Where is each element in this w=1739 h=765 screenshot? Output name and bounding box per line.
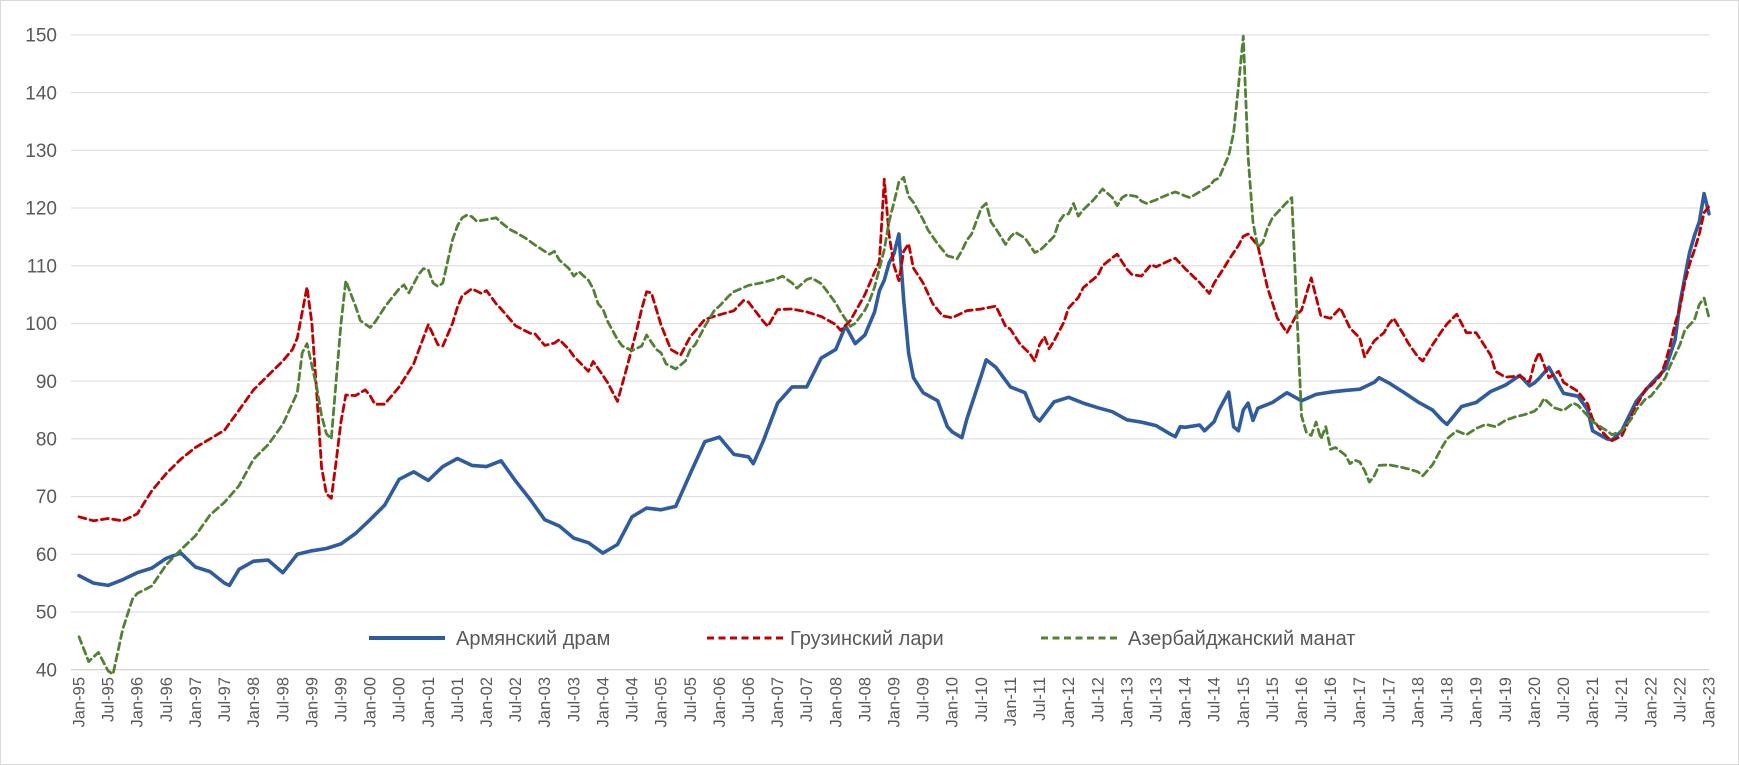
x-axis-label-Jan-11: Jan-11: [1002, 677, 1020, 726]
x-axis-label-Jan-98: Jan-98: [245, 677, 263, 727]
x-axis-label-Jan-20: Jan-20: [1526, 677, 1544, 727]
series-lines: [77, 34, 1711, 676]
x-axis-label-Jul-13: Jul-13: [1147, 677, 1165, 722]
x-axis-label-Jul-04: Jul-04: [624, 677, 642, 722]
x-axis-label-Jul-14: Jul-14: [1206, 677, 1224, 722]
y-axis-label-70: 70: [36, 487, 57, 508]
x-axis-label-Jan-02: Jan-02: [478, 677, 496, 727]
x-axis-label-Jan-22: Jan-22: [1642, 677, 1660, 727]
x-axis-label-Jan-23: Jan-23: [1701, 677, 1719, 727]
x-axis-label-Jan-07: Jan-07: [769, 677, 787, 727]
legend-label-azerbaijani-manat: Азербайджанский манат: [1128, 628, 1355, 650]
legend-item-armenian-dram: Армянский драм: [369, 628, 610, 650]
x-axis-label-Jul-16: Jul-16: [1322, 677, 1340, 722]
x-axis-label-Jan-18: Jan-18: [1409, 677, 1427, 727]
x-axis-label-Jul-01: Jul-01: [449, 677, 467, 722]
x-axis-label-Jul-99: Jul-99: [332, 677, 350, 722]
x-axis-label-Jan-13: Jan-13: [1118, 677, 1136, 727]
x-axis-label-Jul-12: Jul-12: [1089, 677, 1107, 722]
x-axis-label-Jul-95: Jul-95: [100, 677, 118, 722]
x-axis-label-Jan-04: Jan-04: [594, 677, 612, 727]
x-axis-label-Jan-10: Jan-10: [944, 677, 962, 727]
series-line-armenian-dram: [77, 191, 1711, 588]
x-axis-label-Jan-96: Jan-96: [129, 677, 147, 727]
x-axis-label-Jul-07: Jul-07: [798, 677, 816, 722]
y-axis-label-60: 60: [36, 545, 57, 566]
y-axis-label-100: 100: [25, 314, 57, 335]
y-axis-label-150: 150: [25, 26, 57, 47]
x-axis-label-Jan-00: Jan-00: [362, 677, 380, 727]
x-axis-label-Jan-03: Jan-03: [536, 677, 554, 727]
x-axis-label-Jul-09: Jul-09: [915, 677, 933, 722]
x-axis-label-Jan-99: Jan-99: [303, 677, 321, 727]
x-axis-label-Jul-02: Jul-02: [507, 677, 525, 722]
y-axis-label-120: 120: [25, 199, 57, 220]
x-axis-label-Jan-17: Jan-17: [1351, 677, 1369, 727]
x-axis-label-Jan-14: Jan-14: [1177, 677, 1195, 727]
y-axis: 40 50 60 70 80 90 100 110 120 130 140 150: [25, 26, 57, 682]
x-axis-label-Jan-06: Jan-06: [711, 677, 729, 727]
x-axis-label-Jan-12: Jan-12: [1060, 677, 1078, 727]
x-axis-label-Jul-03: Jul-03: [565, 677, 583, 722]
series-line-azerbaijani-manat: [77, 34, 1711, 676]
x-axis-label-Jul-05: Jul-05: [682, 677, 700, 722]
y-axis-label-110: 110: [27, 256, 57, 277]
x-axis-label-Jan-15: Jan-15: [1235, 677, 1253, 727]
x-axis-label-Jul-06: Jul-06: [740, 677, 758, 722]
x-axis-label-Jan-97: Jan-97: [187, 677, 205, 727]
x-axis-label-Jan-21: Jan-21: [1584, 677, 1602, 727]
x-axis-label-Jan-09: Jan-09: [886, 677, 904, 727]
series-line-georgian-lari: [77, 177, 1711, 523]
x-axis-label-Jul-98: Jul-98: [274, 677, 292, 722]
x-axis-label-Jan-19: Jan-19: [1468, 677, 1486, 727]
x-axis-label-Jul-22: Jul-22: [1671, 677, 1689, 722]
x-axis: Jan-95 Jul-95 Jan-96 Jul-96 Jan-97 Jul-97 Jan-…: [71, 677, 1719, 727]
x-axis-label-Jul-00: Jul-00: [391, 677, 409, 722]
y-axis-label-40: 40: [36, 660, 57, 681]
legend: Армянский драм Грузинский лари Азербайдж…: [369, 628, 1355, 650]
x-axis-label-Jan-16: Jan-16: [1293, 677, 1311, 727]
legend-label-armenian-dram: Армянский драм: [456, 628, 610, 650]
y-axis-label-50: 50: [36, 603, 57, 624]
x-axis-label-Jan-95: Jan-95: [71, 677, 89, 727]
y-axis-label-140: 140: [25, 83, 57, 104]
x-axis-label-Jul-97: Jul-97: [216, 677, 234, 722]
x-axis-label-Jul-11: Jul-11: [1031, 677, 1049, 721]
x-axis-label-Jul-21: Jul-21: [1613, 677, 1631, 722]
x-axis-label-Jul-10: Jul-10: [973, 677, 991, 722]
legend-item-georgian-lari: Грузинский лари: [707, 628, 944, 650]
x-axis-label-Jul-19: Jul-19: [1497, 677, 1515, 722]
gridlines: [71, 34, 1709, 671]
x-axis-label-Jul-08: Jul-08: [856, 677, 874, 722]
y-axis-label-90: 90: [36, 372, 57, 393]
legend-label-georgian-lari: Грузинский лари: [790, 628, 944, 650]
x-axis-label-Jan-01: Jan-01: [420, 677, 438, 727]
x-axis-label-Jul-18: Jul-18: [1439, 677, 1457, 722]
x-axis-label-Jan-08: Jan-08: [827, 677, 845, 727]
y-axis-label-80: 80: [36, 430, 57, 451]
x-axis-label-Jul-96: Jul-96: [158, 677, 176, 722]
legend-item-azerbaijani-manat: Азербайджанский манат: [1041, 628, 1355, 650]
x-axis-label-Jul-17: Jul-17: [1380, 677, 1398, 722]
y-axis-label-130: 130: [25, 141, 57, 162]
x-axis-label-Jul-15: Jul-15: [1264, 677, 1282, 722]
x-axis-label-Jul-20: Jul-20: [1555, 677, 1573, 722]
x-axis-label-Jan-05: Jan-05: [653, 677, 671, 727]
